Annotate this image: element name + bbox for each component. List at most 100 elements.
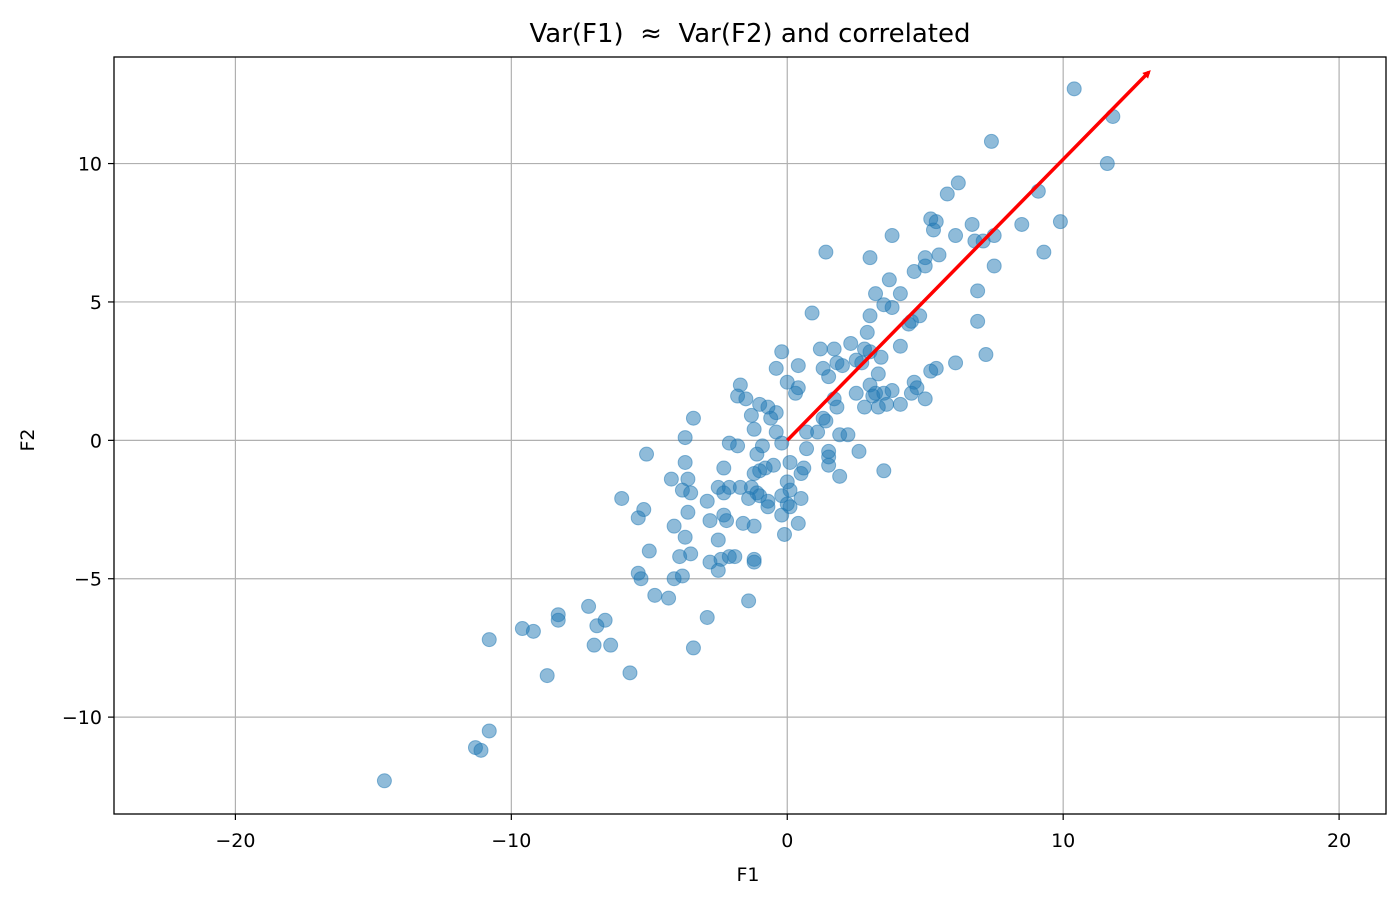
chart-title: Var(F1) ≈ Var(F2) and correlated [529, 19, 970, 49]
data-point [884, 299, 900, 315]
data-point [746, 554, 762, 570]
data-point [812, 341, 828, 357]
data-point [868, 286, 884, 302]
data-point [663, 471, 679, 487]
data-point [674, 568, 690, 584]
data-point [970, 283, 986, 299]
data-point [716, 485, 732, 501]
data-point [776, 526, 792, 542]
arrow-group [786, 70, 1151, 442]
data-point [603, 637, 619, 653]
data-point [730, 438, 746, 454]
y-axis-label: F2 [17, 428, 39, 451]
data-point [732, 479, 748, 495]
data-point [859, 324, 875, 340]
data-point [741, 593, 757, 609]
data-point [699, 609, 715, 625]
data-point [970, 313, 986, 329]
data-point [749, 446, 765, 462]
data-point [774, 507, 790, 523]
data-point [677, 454, 693, 470]
data-point [680, 504, 696, 520]
data-point [586, 637, 602, 653]
data-point [774, 344, 790, 360]
y-tick-label: 0 [90, 430, 102, 452]
data-point [525, 623, 541, 639]
data-point [716, 460, 732, 476]
data-point [641, 543, 657, 559]
data-point [857, 399, 873, 415]
data-point [719, 513, 735, 529]
y-tick-label: −5 [74, 569, 102, 591]
data-point [630, 510, 646, 526]
x-tick-label: 10 [1051, 830, 1075, 852]
data-point [821, 457, 837, 473]
data-point [1099, 156, 1115, 172]
data-point [950, 175, 966, 191]
data-point [782, 454, 798, 470]
data-point [774, 435, 790, 451]
data-point [622, 665, 638, 681]
data-point [727, 549, 743, 565]
data-point [666, 518, 682, 534]
y-tick-label: −10 [62, 707, 102, 729]
data-point [903, 385, 919, 401]
data-point [834, 358, 850, 374]
data-point [873, 349, 889, 365]
data-point [376, 773, 392, 789]
data-point [633, 571, 649, 587]
data-point [862, 250, 878, 266]
data-point [1052, 214, 1068, 230]
data-point [589, 618, 605, 634]
data-point [1036, 244, 1052, 260]
data-point [870, 399, 886, 415]
data-point [639, 446, 655, 462]
data-point [948, 355, 964, 371]
data-point [832, 468, 848, 484]
data-point [746, 466, 762, 482]
data-point [870, 366, 886, 382]
x-axis-label: F1 [736, 864, 759, 886]
data-point [851, 443, 867, 459]
data-point [948, 228, 964, 244]
data-point [848, 352, 864, 368]
data-point [1014, 216, 1030, 232]
data-point [710, 562, 726, 578]
data-point [843, 335, 859, 351]
data-point [818, 413, 834, 429]
data-point [481, 723, 497, 739]
data-point [917, 391, 933, 407]
y-tick-label: 5 [90, 292, 102, 314]
data-point [683, 485, 699, 501]
data-point [661, 590, 677, 606]
data-point [614, 490, 630, 506]
data-point [848, 385, 864, 401]
x-tick-label: −10 [491, 830, 531, 852]
data-point [978, 347, 994, 363]
x-tick-label: 20 [1327, 830, 1351, 852]
data-point [539, 668, 555, 684]
grid [114, 57, 1386, 814]
data-point [892, 286, 908, 302]
data-point [925, 222, 941, 238]
data-point [685, 640, 701, 656]
data-point [790, 358, 806, 374]
data-point [746, 518, 762, 534]
data-point [876, 463, 892, 479]
data-point [581, 598, 597, 614]
data-point [743, 407, 759, 423]
data-point [829, 399, 845, 415]
data-point [986, 258, 1002, 274]
data-point [473, 742, 489, 758]
data-point [702, 513, 718, 529]
data-point [760, 499, 776, 515]
x-tick-label: 0 [781, 830, 793, 852]
data-point [884, 383, 900, 399]
data-point [810, 424, 826, 440]
data-point [826, 341, 842, 357]
data-point [790, 515, 806, 531]
data-point [1066, 81, 1082, 97]
y-tick-label: 10 [78, 154, 102, 176]
data-point [699, 493, 715, 509]
plot-frame [113, 56, 1387, 815]
